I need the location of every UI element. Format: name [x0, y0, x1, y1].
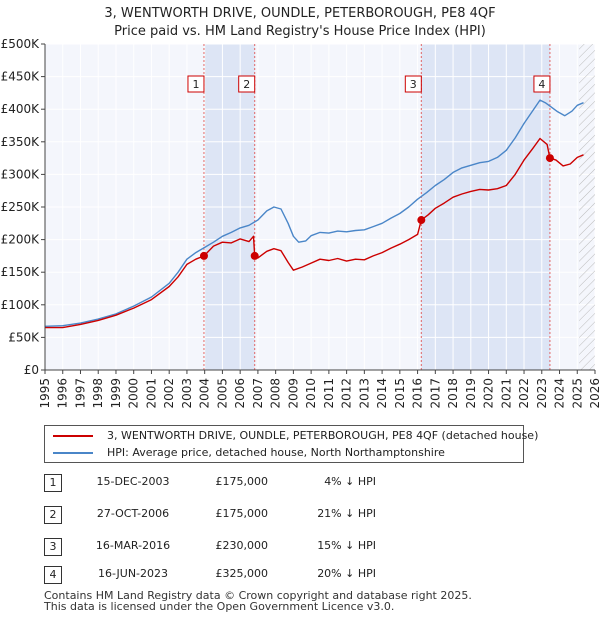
price-chart: 1 2 3 4 £0 £50K £100K £150K £200K £250K £300K £350K… [1, 37, 600, 409]
sale-hpi-diff: 20% ↓ HPI [317, 567, 376, 580]
x-tick-label: 2023 [535, 378, 549, 409]
x-tick-label: 2021 [499, 378, 513, 409]
sale-point [250, 251, 259, 260]
x-tick-label: 2018 [446, 378, 460, 409]
sale-row: 3 16-MAR-2016 £230,000 15% ↓ HPI [44, 538, 524, 556]
sale-number-label: 1 [192, 78, 199, 91]
y-tick-label: £450K [1, 70, 41, 84]
x-tick-label: 2006 [233, 378, 247, 409]
sale-number-box [187, 75, 205, 93]
x-tick-label: 2000 [127, 378, 141, 409]
footer-copyright: Contains HM Land Registry data © Crown c… [44, 589, 472, 602]
sale-point [417, 216, 426, 225]
x-tick-label: 2015 [393, 378, 407, 409]
x-tick-label: 2007 [251, 378, 265, 409]
x-tick-label: 2008 [269, 378, 283, 409]
x-tick-label: 2005 [215, 378, 229, 409]
y-tick-label: £350K [1, 135, 41, 149]
y-tick-label: £200K [1, 233, 41, 247]
y-tick-label: £300K [1, 167, 41, 181]
x-tick-label: 2016 [411, 378, 425, 409]
legend-swatch-hpi [53, 452, 93, 454]
sale-number-label: 3 [410, 78, 417, 91]
y-tick-label: £0 [24, 363, 39, 377]
chart-subtitle: Price paid vs. HM Land Registry's House … [114, 24, 486, 39]
x-tick-label: 2010 [304, 378, 318, 409]
x-tick-label: 2012 [340, 378, 354, 409]
x-tick-label: 2009 [286, 378, 300, 409]
sale-number-box [404, 75, 422, 93]
x-tick-label: 1997 [73, 378, 87, 409]
sale-row: 2 27-OCT-2006 £175,000 21% ↓ HPI [44, 506, 524, 524]
property-price-line [45, 137, 584, 329]
sale-hpi-diff: 21% ↓ HPI [317, 507, 376, 520]
sale-number-badge: 1 [44, 474, 62, 492]
sale-number-box [238, 75, 256, 93]
legend-swatch-property [53, 435, 93, 437]
sale-point [545, 154, 554, 163]
x-tick-label: 2019 [464, 378, 478, 409]
sale-number-label: 4 [538, 78, 545, 91]
x-tick-label: 2004 [198, 378, 212, 409]
x-tick-label: 2017 [428, 378, 442, 409]
y-tick-label: £250K [1, 200, 41, 214]
hpi-line [44, 99, 584, 327]
sale-date: 16-JUN-2023 [97, 567, 169, 580]
sale-price: £325,000 [215, 567, 269, 580]
sale-date: 15-DEC-2003 [96, 475, 170, 488]
sale-row: 4 16-JUN-2023 £325,000 20% ↓ HPI [44, 566, 524, 584]
y-tick-label: £400K [1, 102, 41, 116]
sale-number-badge: 3 [44, 538, 62, 556]
x-tick-label: 2013 [357, 378, 371, 409]
future-hatch [579, 44, 595, 370]
sale-hpi-diff: 15% ↓ HPI [317, 539, 376, 552]
x-tick-label: 2022 [517, 378, 531, 409]
x-tick-label: 1995 [38, 378, 52, 409]
x-tick-label: 1996 [56, 378, 70, 409]
chart-title-block: 3, WENTWORTH DRIVE, OUNDLE, PETERBOROUGH… [0, 0, 600, 40]
footer-attribution: Contains HM Land Registry data © Crown c… [44, 590, 472, 612]
chart-legend: 3, WENTWORTH DRIVE, OUNDLE, PETERBOROUGH… [44, 425, 538, 463]
sale-date: 16-MAR-2016 [95, 539, 171, 552]
y-tick-label: £500K [1, 37, 41, 51]
x-tick-label: 2025 [570, 378, 584, 409]
sale-row: 1 15-DEC-2003 £175,000 4% ↓ HPI [44, 474, 524, 492]
sale-price: £230,000 [215, 539, 269, 552]
sale-number-box [533, 75, 551, 93]
x-tick-label: 2026 [588, 378, 600, 409]
x-tick-label: 2001 [144, 378, 158, 409]
sale-number-badge: 2 [44, 506, 62, 524]
sale-number-label: 2 [243, 78, 250, 91]
x-tick-label: 1998 [91, 378, 105, 409]
y-tick-label: £150K [1, 265, 41, 279]
x-tick-label: 2002 [162, 378, 176, 409]
chart-title: 3, WENTWORTH DRIVE, OUNDLE, PETERBOROUGH… [104, 6, 496, 21]
footer-licence: This data is licensed under the Open Gov… [44, 600, 395, 613]
sale-date: 27-OCT-2006 [96, 507, 170, 520]
sale-number-badge: 4 [44, 566, 62, 584]
y-tick-label: £50K [8, 330, 40, 344]
x-tick-label: 1999 [109, 378, 123, 409]
x-tick-label: 2014 [375, 378, 389, 409]
x-tick-label: 2024 [553, 378, 567, 409]
x-tick-label: 2003 [180, 378, 194, 409]
x-tick-label: 2011 [322, 378, 336, 409]
sale-price: £175,000 [215, 507, 269, 520]
x-tick-label: 2020 [482, 378, 496, 409]
y-tick-label: £100K [1, 298, 41, 312]
sale-price: £175,000 [215, 475, 269, 488]
sale-point [199, 251, 208, 260]
sale-hpi-diff: 4% ↓ HPI [324, 475, 376, 488]
legend-label-property: 3, WENTWORTH DRIVE, OUNDLE, PETERBOROUGH… [107, 429, 539, 442]
legend-label-hpi: HPI: Average price, detached house, Nort… [107, 446, 445, 459]
